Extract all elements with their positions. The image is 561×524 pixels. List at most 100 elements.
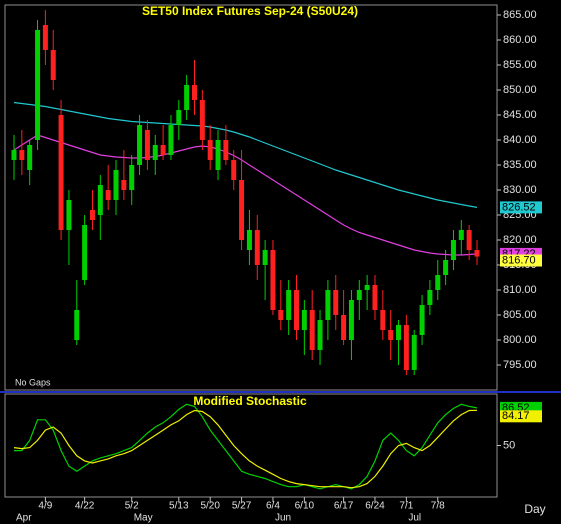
- y-tick-label: 805.00: [503, 309, 537, 321]
- candle-body: [348, 300, 354, 340]
- x-tick-label: 5/13: [169, 501, 189, 512]
- moving-average: [13, 101, 478, 208]
- candle-body: [341, 315, 347, 340]
- x-tick-label: 5/27: [232, 501, 252, 512]
- candle-body: [333, 290, 339, 315]
- candle-body: [356, 290, 362, 300]
- candle-body: [105, 190, 111, 200]
- x-axis-label: Day: [524, 502, 545, 516]
- candle-body: [388, 330, 394, 340]
- candle-body: [309, 310, 315, 350]
- stochastic-line: [14, 403, 478, 490]
- candle-body: [419, 305, 425, 335]
- candle-body: [435, 275, 441, 290]
- x-tick-label: 4/9: [38, 501, 52, 512]
- y-tick-label: 865.00: [503, 9, 537, 21]
- x-tick-label: 6/17: [334, 501, 354, 512]
- candle-body: [364, 285, 370, 290]
- candle-body: [262, 250, 268, 265]
- month-label: Apr: [16, 513, 32, 524]
- candle-body: [396, 325, 402, 340]
- candle-body: [215, 140, 221, 170]
- candle-body: [246, 230, 252, 250]
- x-tick-label: 7/1: [399, 501, 413, 512]
- candle-body: [450, 240, 456, 260]
- candle-body: [58, 115, 64, 230]
- moving-average: [13, 134, 478, 256]
- candle-body: [89, 210, 95, 220]
- candle-body: [176, 110, 182, 125]
- candle-body: [66, 200, 72, 230]
- candle-body: [372, 285, 378, 310]
- y-tick-label: 840.00: [503, 134, 537, 146]
- candle-body: [231, 160, 237, 180]
- candle-body: [223, 140, 229, 160]
- y-tick-label: 860.00: [503, 34, 537, 46]
- candle-body: [19, 150, 25, 160]
- price-panel: [4, 4, 498, 391]
- candle-body: [294, 290, 300, 330]
- candle-body: [474, 250, 480, 257]
- candle-body: [443, 260, 449, 275]
- candle-body: [466, 230, 472, 250]
- y-tick-label: 855.00: [503, 59, 537, 71]
- month-label: Jun: [275, 513, 291, 524]
- x-tick-label: 5/20: [200, 501, 220, 512]
- x-tick-label: 6/10: [295, 501, 315, 512]
- candle-body: [191, 85, 197, 100]
- y-tick-label: 830.00: [503, 184, 537, 196]
- y-tick-label: 845.00: [503, 109, 537, 121]
- candle-body: [42, 25, 48, 50]
- candle-body: [74, 310, 80, 340]
- x-tick-label: 5/2: [125, 501, 139, 512]
- month-label: May: [134, 513, 153, 524]
- candle-body: [317, 320, 323, 350]
- candle-body: [35, 30, 41, 140]
- candle-body: [50, 50, 56, 80]
- candle-body: [270, 250, 276, 310]
- month-label: Jul: [408, 513, 421, 524]
- x-tick-label: 6/4: [266, 501, 280, 512]
- candle-body: [325, 290, 331, 320]
- ma-badge: 826.52: [502, 201, 536, 213]
- close-badge-bg: [500, 254, 542, 267]
- candle-body: [82, 225, 88, 280]
- candle-body: [168, 125, 174, 155]
- candle-body: [27, 145, 33, 170]
- x-tick-label: 7/8: [431, 501, 445, 512]
- candle-body: [458, 230, 464, 240]
- candle-body: [184, 85, 190, 110]
- x-tick-label: 4/22: [75, 501, 95, 512]
- note: No Gaps: [15, 377, 51, 387]
- candle-body: [403, 325, 409, 370]
- candle-body: [144, 130, 150, 160]
- candle-body: [380, 310, 386, 330]
- stochastic-line: [13, 409, 478, 489]
- candle-body: [121, 180, 127, 190]
- x-tick-label: 6/24: [365, 501, 385, 512]
- candle-body: [427, 290, 433, 305]
- candle-body: [286, 290, 292, 320]
- y-tick-label: 820.00: [503, 234, 537, 246]
- candle-body: [254, 230, 260, 265]
- candle-body: [11, 150, 17, 160]
- candle-body: [301, 310, 307, 330]
- stoch-badge: 84.17: [502, 410, 530, 422]
- y-tick-label: 835.00: [503, 159, 537, 171]
- stochastic-title: Modified Stochastic: [193, 394, 307, 408]
- candle-body: [199, 100, 205, 140]
- close-badge: 816.70: [502, 254, 536, 266]
- candle-body: [152, 145, 158, 160]
- candle-body: [113, 170, 119, 200]
- candle-body: [129, 165, 135, 190]
- y-tick-label: 810.00: [503, 284, 537, 296]
- ma-badge-bg: [500, 201, 542, 214]
- candle-body: [97, 185, 103, 215]
- stoch-badge-bg: [500, 410, 542, 423]
- candle-body: [137, 125, 143, 165]
- chart-title: SET50 Index Futures Sep-24 (S50U24): [142, 4, 358, 18]
- y-tick-label: 800.00: [503, 334, 537, 346]
- y-tick-label: 850.00: [503, 84, 537, 96]
- candle-body: [160, 145, 166, 155]
